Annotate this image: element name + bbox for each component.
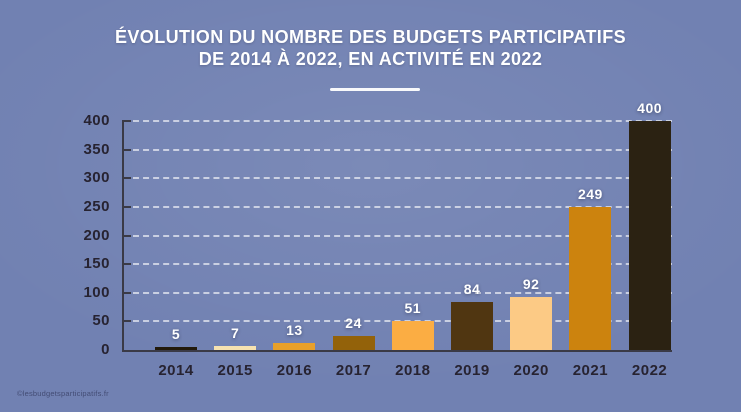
gridline-100 <box>133 291 672 294</box>
bar-value-label-2014: 5 <box>171 326 181 343</box>
y-tick-label-150: 150 <box>83 255 110 273</box>
x-tick-label-2022: 2022 <box>631 362 668 379</box>
gridline-250 <box>133 205 672 208</box>
bar-value-label-2021: 249 <box>577 186 603 203</box>
y-tick-label-0: 0 <box>101 341 110 358</box>
x-tick-label-2018: 2018 <box>395 362 431 379</box>
bar-value-label-2017: 24 <box>345 315 362 332</box>
y-tick-label-350: 350 <box>83 140 110 158</box>
page-title-line-1: ÉVOLUTION DU NOMBRE DES BUDGETS PARTICIP… <box>114 27 626 47</box>
gridline-300 <box>133 177 672 180</box>
y-tick-label-100: 100 <box>83 283 110 301</box>
title-divider <box>330 88 420 91</box>
footer-credit: ©lesbudgetsparticipatifs.fr <box>17 389 109 398</box>
x-tick-label-2020: 2020 <box>513 362 549 379</box>
y-axis-tick-50 <box>122 320 131 323</box>
gridline-150 <box>133 263 672 266</box>
x-tick-label-2014: 2014 <box>158 362 194 379</box>
y-tick-label-200: 200 <box>83 226 110 244</box>
gridline-350 <box>133 148 672 151</box>
gridline-400 <box>133 120 672 122</box>
bar-2016 <box>273 342 316 350</box>
bar-value-label-2015: 7 <box>231 325 240 341</box>
bar-2017 <box>332 336 375 350</box>
y-tick-label-50: 50 <box>92 312 110 330</box>
bar-2020 <box>510 297 553 350</box>
y-axis-tick-400 <box>122 120 131 122</box>
plot-area: 0 50 100 150 200 250 300 350 400 5 2014 7 2015 13 2016… <box>83 100 672 379</box>
bar-2019 <box>451 301 493 350</box>
page-title: ÉVOLUTION DU NOMBRE DES BUDGETS PARTICIP… <box>0 26 741 70</box>
y-axis-tick-300 <box>122 177 131 180</box>
bar-2022 <box>628 121 671 350</box>
y-tick-label-300: 300 <box>83 169 110 187</box>
page-title-line-2: DE 2014 À 2022, EN ACTIVITÉ EN 2022 <box>198 49 543 69</box>
y-axis-tick-150 <box>122 263 131 266</box>
x-tick-label-2016: 2016 <box>276 362 313 379</box>
y-axis-tick-200 <box>122 234 131 237</box>
y-axis-tick-250 <box>122 205 131 208</box>
bar-2018 <box>391 320 434 350</box>
gridline-200 <box>133 234 672 237</box>
x-tick-label-2017: 2017 <box>335 362 372 379</box>
bar-2014 <box>155 347 197 350</box>
bar-2015 <box>214 346 257 350</box>
y-tick-label-400: 400 <box>83 112 110 129</box>
x-tick-label-2019: 2019 <box>454 362 490 379</box>
x-tick-label-2015: 2015 <box>217 362 253 379</box>
y-axis-tick-350 <box>122 148 131 151</box>
bar-value-label-2019: 84 <box>463 280 481 297</box>
y-axis-tick-100 <box>122 291 131 294</box>
bar-value-label-2018: 51 <box>404 299 422 316</box>
bar-value-label-2022: 400 <box>637 100 663 116</box>
x-tick-label-2021: 2021 <box>572 362 609 379</box>
bar-2021 <box>569 207 612 350</box>
y-tick-label-250: 250 <box>83 197 110 215</box>
bar-value-label-2020: 92 <box>522 276 540 293</box>
bar-value-label-2016: 13 <box>286 321 303 338</box>
